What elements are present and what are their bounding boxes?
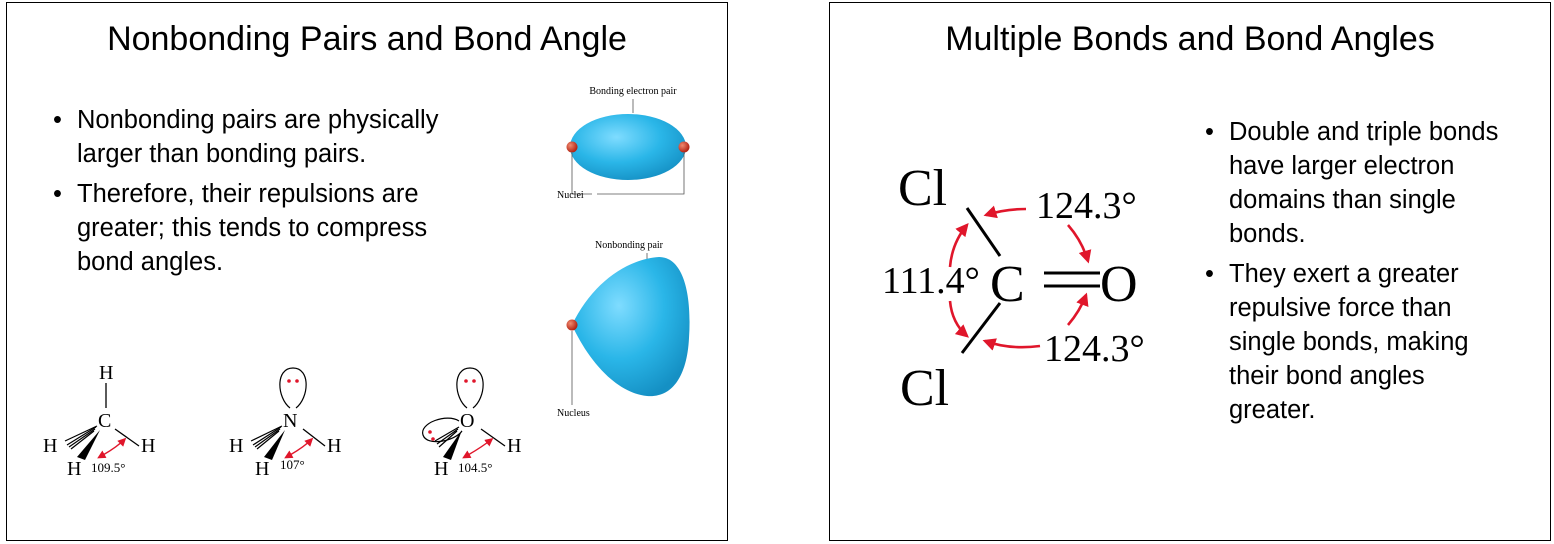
nonbonding-pair-lobe: [572, 257, 690, 397]
bond-angle-label: 104.5°: [458, 460, 492, 475]
svg-text:H: H: [43, 435, 57, 457]
svg-text:H: H: [67, 458, 81, 480]
single-bond-top: [965, 207, 1002, 257]
methane-structure: H C H H H 109.5°: [43, 362, 155, 480]
slide-nonbonding-pairs: Nonbonding Pairs and Bond Angle Nonbondi…: [6, 2, 728, 541]
nonbonding-pair-label: Nonbonding pair: [595, 240, 664, 251]
nucleus-dot: [566, 141, 578, 153]
angle-arrow: [983, 205, 1027, 219]
bullet-item: Double and triple bonds have larger elec…: [1205, 115, 1505, 251]
phosgene-structure: Cl Cl C O 124.3° 111.4° 124.3°: [882, 160, 1145, 417]
bonding-pair-label: Bonding electron pair: [589, 86, 677, 97]
angle-arrow: [1067, 292, 1089, 326]
angle-label-left: 111.4°: [882, 260, 980, 302]
svg-text:H: H: [327, 435, 341, 457]
water-structure: O H H 104.5°: [422, 367, 521, 480]
slide-title: Nonbonding Pairs and Bond Angle: [107, 20, 627, 58]
svg-text:O: O: [460, 410, 474, 432]
single-bond-bottom: [960, 302, 1002, 354]
svg-text:H: H: [507, 435, 521, 457]
ammonia-structure: N H H H 107°: [229, 367, 341, 480]
bullet-item: They exert a greater repulsive force tha…: [1205, 257, 1505, 427]
slide-multiple-bonds: Multiple Bonds and Bond Angles Double an…: [829, 2, 1551, 541]
svg-text:H: H: [229, 435, 243, 457]
angle-label-bottom: 124.3°: [1044, 328, 1145, 370]
nucleus-dot: [678, 141, 690, 153]
svg-text:H: H: [141, 435, 155, 457]
slide-title: Multiple Bonds and Bond Angles: [945, 20, 1435, 58]
oxygen-atom: O: [1100, 256, 1138, 313]
bond-angle-label: 109.5°: [91, 460, 125, 475]
chlorine-atom-top: Cl: [898, 160, 947, 217]
angle-arrow: [948, 223, 969, 268]
svg-text:H: H: [434, 458, 448, 480]
bullet-list: Double and triple bonds have larger elec…: [1205, 115, 1505, 433]
bullet-item: Nonbonding pairs are physically larger t…: [53, 103, 473, 171]
carbon-atom: C: [990, 256, 1025, 313]
angle-label-top: 124.3°: [1036, 185, 1137, 227]
nuclei-label: Nuclei: [557, 190, 584, 201]
slide1-figures: Bonding electron pair Nuclei Nonbonding …: [43, 86, 690, 480]
svg-text:H: H: [255, 458, 269, 480]
bullet-item: Therefore, their repulsions are greater;…: [53, 177, 473, 279]
nucleus-dot: [566, 319, 578, 331]
svg-text:C: C: [98, 410, 111, 432]
bullet-list: Nonbonding pairs are physically larger t…: [53, 103, 473, 285]
chlorine-atom-bottom: Cl: [900, 360, 949, 417]
angle-arrow: [948, 300, 969, 338]
bonding-pair-lobe: [570, 114, 686, 180]
bond-angle-label: 107°: [280, 457, 305, 472]
angle-arrow: [982, 338, 1041, 351]
svg-text:H: H: [99, 362, 113, 384]
angle-arrow: [1067, 224, 1092, 264]
nucleus-label: Nucleus: [557, 408, 590, 419]
svg-text:N: N: [283, 410, 297, 432]
